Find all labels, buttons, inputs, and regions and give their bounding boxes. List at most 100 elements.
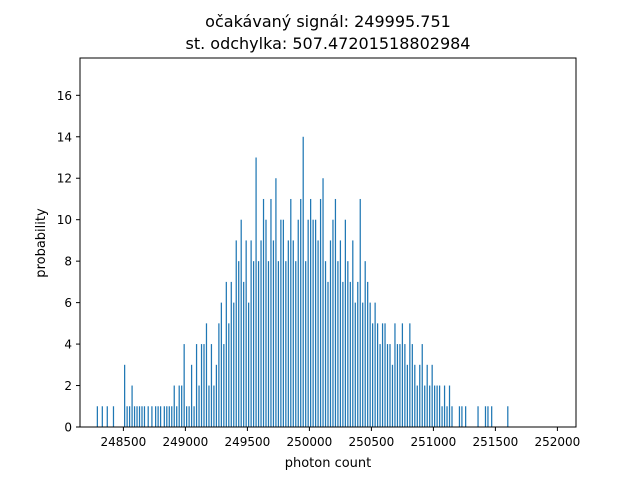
x-tick-label: 248500 (100, 435, 146, 449)
histogram-bar (257, 261, 260, 427)
histogram-bar (431, 364, 433, 427)
histogram-bar (409, 323, 411, 427)
histogram-bar (248, 302, 250, 427)
histogram-bar (465, 406, 467, 427)
histogram-bar (143, 406, 146, 427)
histogram-bar (141, 406, 143, 427)
histogram-bar (233, 302, 235, 427)
y-tick-label: 16 (57, 89, 72, 103)
histogram-bar (220, 302, 222, 427)
histogram-bar (367, 281, 369, 427)
x-axis-label: photon count (285, 456, 372, 471)
histogram-bar (240, 219, 242, 427)
histogram-bar (399, 344, 401, 427)
x-tick-label: 250500 (348, 435, 394, 449)
histogram-bar (290, 198, 292, 427)
histogram-bar (245, 240, 247, 427)
histogram-bar (198, 385, 200, 427)
histogram-bar (319, 198, 322, 427)
histogram-bar (188, 406, 190, 427)
histogram-bar (133, 406, 136, 427)
histogram-bar (138, 406, 141, 427)
histogram-bar (347, 261, 349, 427)
histogram-bar (424, 385, 426, 427)
histogram-bar (228, 323, 230, 427)
chart-subtitle: st. odchylka: 507.47201518802984 (186, 34, 471, 53)
chart-title: očakávaný signál: 249995.751 (205, 12, 451, 31)
histogram-bar (208, 385, 210, 427)
histogram-bar (458, 406, 461, 427)
histogram-bar (419, 364, 421, 427)
histogram-bar (337, 261, 339, 427)
histogram-bar (155, 406, 157, 427)
histogram-bar (364, 261, 366, 427)
x-tick-label: 250000 (286, 435, 332, 449)
histogram-bar (295, 261, 297, 427)
y-tick-label: 2 (64, 379, 72, 393)
histogram-bar (389, 344, 391, 427)
histogram-bar (230, 281, 232, 427)
histogram-bar (305, 261, 307, 427)
histogram-bar (173, 385, 175, 427)
histogram-bar (225, 281, 227, 427)
x-tick-label: 252000 (534, 435, 580, 449)
histogram-bar (359, 198, 361, 427)
histogram-bar (394, 323, 396, 427)
histogram-bar (411, 344, 413, 427)
histogram-bar (414, 364, 416, 427)
histogram-bar (401, 323, 404, 427)
histogram-bar (507, 406, 509, 427)
plot-frame (79, 57, 577, 428)
histogram-bar (136, 406, 138, 427)
histogram-bar (218, 323, 220, 427)
y-axis-label: probability (34, 208, 49, 278)
histogram-bar (292, 240, 294, 427)
histogram-bar (262, 198, 265, 427)
histogram-bar (426, 364, 428, 427)
histogram-bar (213, 385, 215, 427)
histogram-bar (349, 281, 351, 427)
y-tick-label: 14 (57, 130, 72, 144)
histogram-bar (487, 406, 489, 427)
histogram-bar (384, 323, 386, 427)
histogram-bar (176, 406, 178, 427)
histogram-bar (339, 240, 342, 427)
histogram-bar (379, 344, 381, 427)
x-tick-label: 249500 (224, 435, 270, 449)
histogram-bar (342, 281, 344, 427)
histogram-bar (429, 385, 431, 427)
histogram-bar (255, 157, 257, 427)
y-tick-label: 4 (64, 338, 72, 352)
histogram-bar (302, 136, 304, 427)
histogram-bar (443, 385, 446, 427)
histogram-bar (391, 364, 394, 427)
histogram-bar (434, 385, 436, 427)
histogram-bar (163, 406, 165, 427)
histogram-bar (310, 198, 312, 427)
histogram-bar (235, 240, 237, 427)
bars-group (96, 136, 509, 427)
histogram-bar (157, 406, 159, 427)
histogram-bar (312, 219, 314, 427)
histogram-bar (448, 385, 451, 427)
histogram-bar (451, 406, 453, 427)
histogram-bar (267, 261, 270, 427)
histogram-bar (307, 219, 309, 427)
histogram-bar (166, 406, 168, 427)
histogram-bar (193, 406, 195, 427)
histogram-bar (96, 406, 98, 427)
histogram-bar (147, 406, 149, 427)
histogram-bar (374, 302, 376, 427)
histogram-bar (106, 406, 108, 427)
histogram-bar (265, 219, 267, 427)
histogram-bar (210, 344, 213, 427)
histogram-bar (381, 323, 384, 427)
histogram-bar (314, 219, 317, 427)
histogram-bar (243, 281, 245, 427)
y-axis-ticks: 0 2 4 6 8 10 12 14 16 (57, 89, 80, 435)
histogram-bar (352, 240, 354, 427)
histogram-bar (332, 219, 334, 427)
x-tick-label: 251500 (472, 435, 518, 449)
histogram-bar (396, 344, 399, 427)
histogram-bar (190, 364, 193, 427)
